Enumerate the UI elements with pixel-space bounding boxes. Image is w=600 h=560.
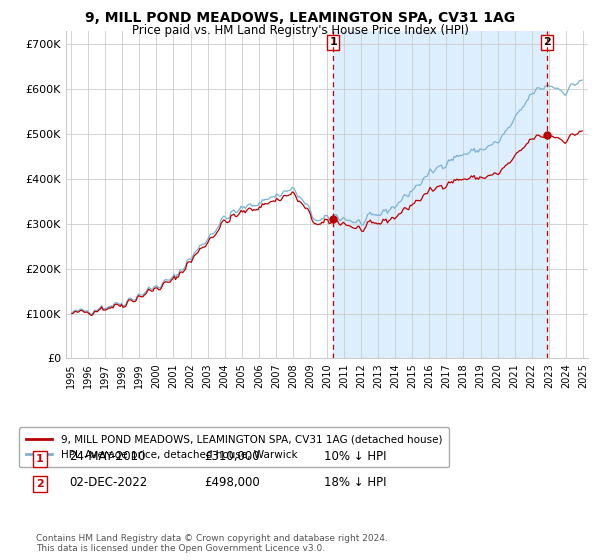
Text: 2: 2: [36, 479, 44, 489]
Text: 1: 1: [329, 38, 337, 48]
Text: £498,000: £498,000: [204, 475, 260, 488]
Text: Contains HM Land Registry data © Crown copyright and database right 2024.
This d: Contains HM Land Registry data © Crown c…: [36, 534, 388, 553]
Text: 02-DEC-2022: 02-DEC-2022: [69, 475, 147, 488]
Text: £310,000: £310,000: [204, 450, 260, 463]
Bar: [334, 31, 547, 358]
Text: Price paid vs. HM Land Registry's House Price Index (HPI): Price paid vs. HM Land Registry's House …: [131, 24, 469, 36]
Text: 9, MILL POND MEADOWS, LEAMINGTON SPA, CV31 1AG: 9, MILL POND MEADOWS, LEAMINGTON SPA, CV…: [85, 11, 515, 25]
Text: 18% ↓ HPI: 18% ↓ HPI: [324, 475, 386, 488]
Text: 10% ↓ HPI: 10% ↓ HPI: [324, 450, 386, 463]
Text: 24-MAY-2010: 24-MAY-2010: [69, 450, 146, 463]
Text: 2: 2: [544, 38, 551, 48]
Legend: 9, MILL POND MEADOWS, LEAMINGTON SPA, CV31 1AG (detached house), HPI: Average pr: 9, MILL POND MEADOWS, LEAMINGTON SPA, CV…: [19, 427, 449, 467]
Text: 1: 1: [36, 454, 44, 464]
